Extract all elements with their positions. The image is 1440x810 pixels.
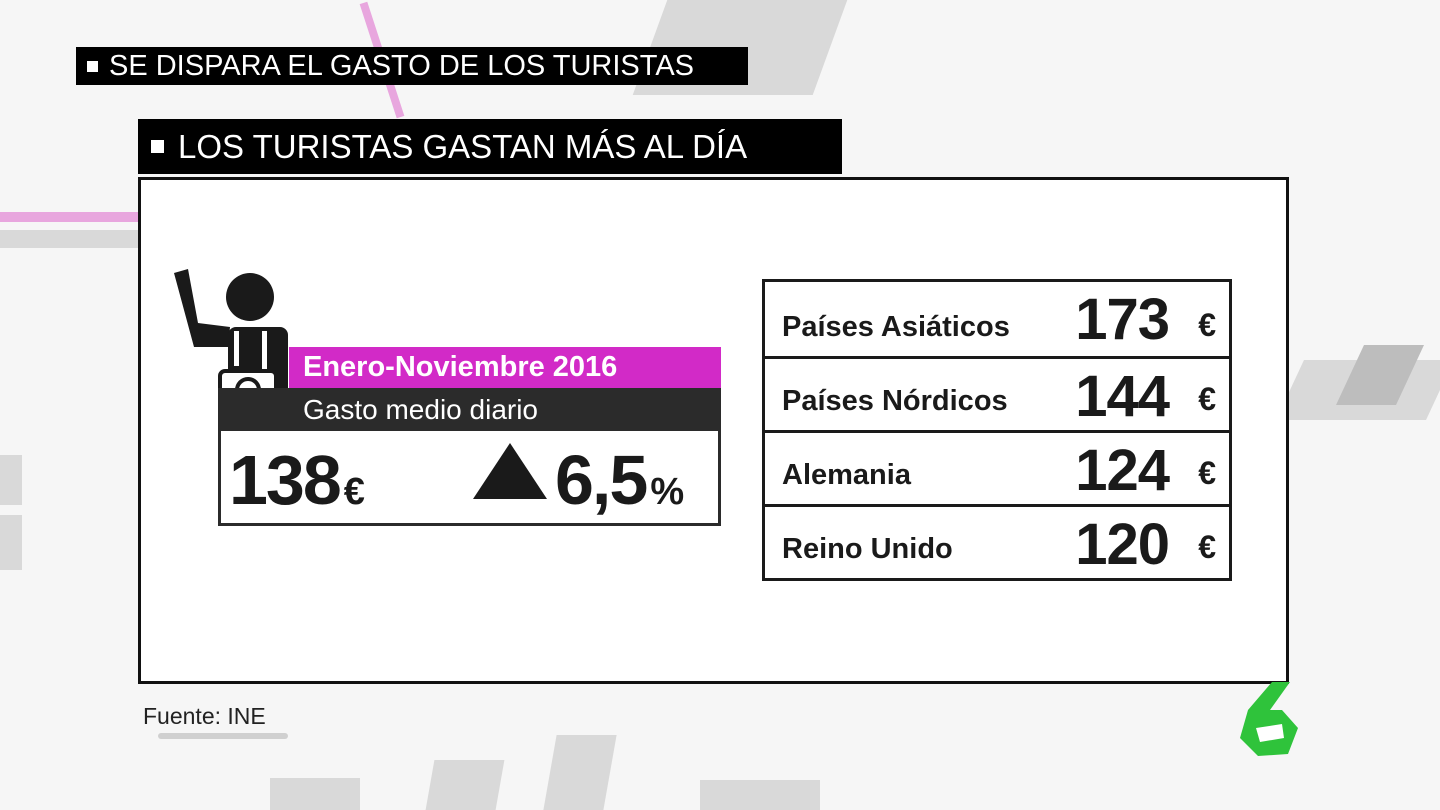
country-name: Países Nórdicos (782, 385, 1008, 417)
change-unit: % (650, 471, 685, 513)
bullet-square-icon (151, 140, 164, 153)
headline-bar: SE DISPARA EL GASTO DE LOS TURISTAS (76, 47, 748, 85)
triangle-up-icon (473, 443, 547, 499)
country-unit: € (1198, 529, 1216, 565)
country-value: 144 (1075, 364, 1170, 429)
source-underline (158, 733, 288, 739)
source-label: Fuente: INE (143, 703, 266, 729)
percent-change: 6,5% (555, 445, 684, 515)
country-unit: € (1198, 307, 1216, 343)
metric-label: Gasto medio diario (218, 388, 721, 431)
country-spending-table: Países Asiáticos 173 € Países Nórdicos 1… (762, 279, 1232, 581)
table-row: Países Asiáticos 173 € (762, 279, 1232, 359)
table-row: Reino Unido 120 € (762, 504, 1232, 581)
table-row: Alemania 124 € (762, 430, 1232, 507)
summary-values: 138 € 6,5% (218, 431, 721, 526)
period-label: Enero-Noviembre 2016 (289, 347, 721, 388)
subheadline-title: LOS TURISTAS GASTAN MÁS AL DÍA (178, 127, 748, 165)
table-row: Países Nórdicos 144 € (762, 356, 1232, 433)
average-spending: 138 € (229, 445, 365, 515)
headline-title: SE DISPARA EL GASTO DE LOS TURISTAS (109, 49, 695, 82)
country-unit: € (1198, 381, 1216, 417)
country-value: 120 (1075, 512, 1170, 577)
country-value: 173 (1075, 287, 1170, 352)
country-name: Países Asiáticos (782, 311, 1010, 343)
country-value: 124 (1075, 438, 1170, 503)
country-name: Reino Unido (782, 533, 953, 565)
country-name: Alemania (782, 459, 911, 491)
subheadline-bar: LOS TURISTAS GASTAN MÁS AL DÍA (138, 119, 842, 174)
average-value: 138 (229, 441, 342, 519)
average-unit: € (343, 471, 365, 513)
channel-six-logo (1240, 682, 1298, 756)
bullet-square-icon (87, 60, 98, 72)
change-value: 6,5 (555, 441, 648, 519)
country-unit: € (1198, 455, 1216, 491)
